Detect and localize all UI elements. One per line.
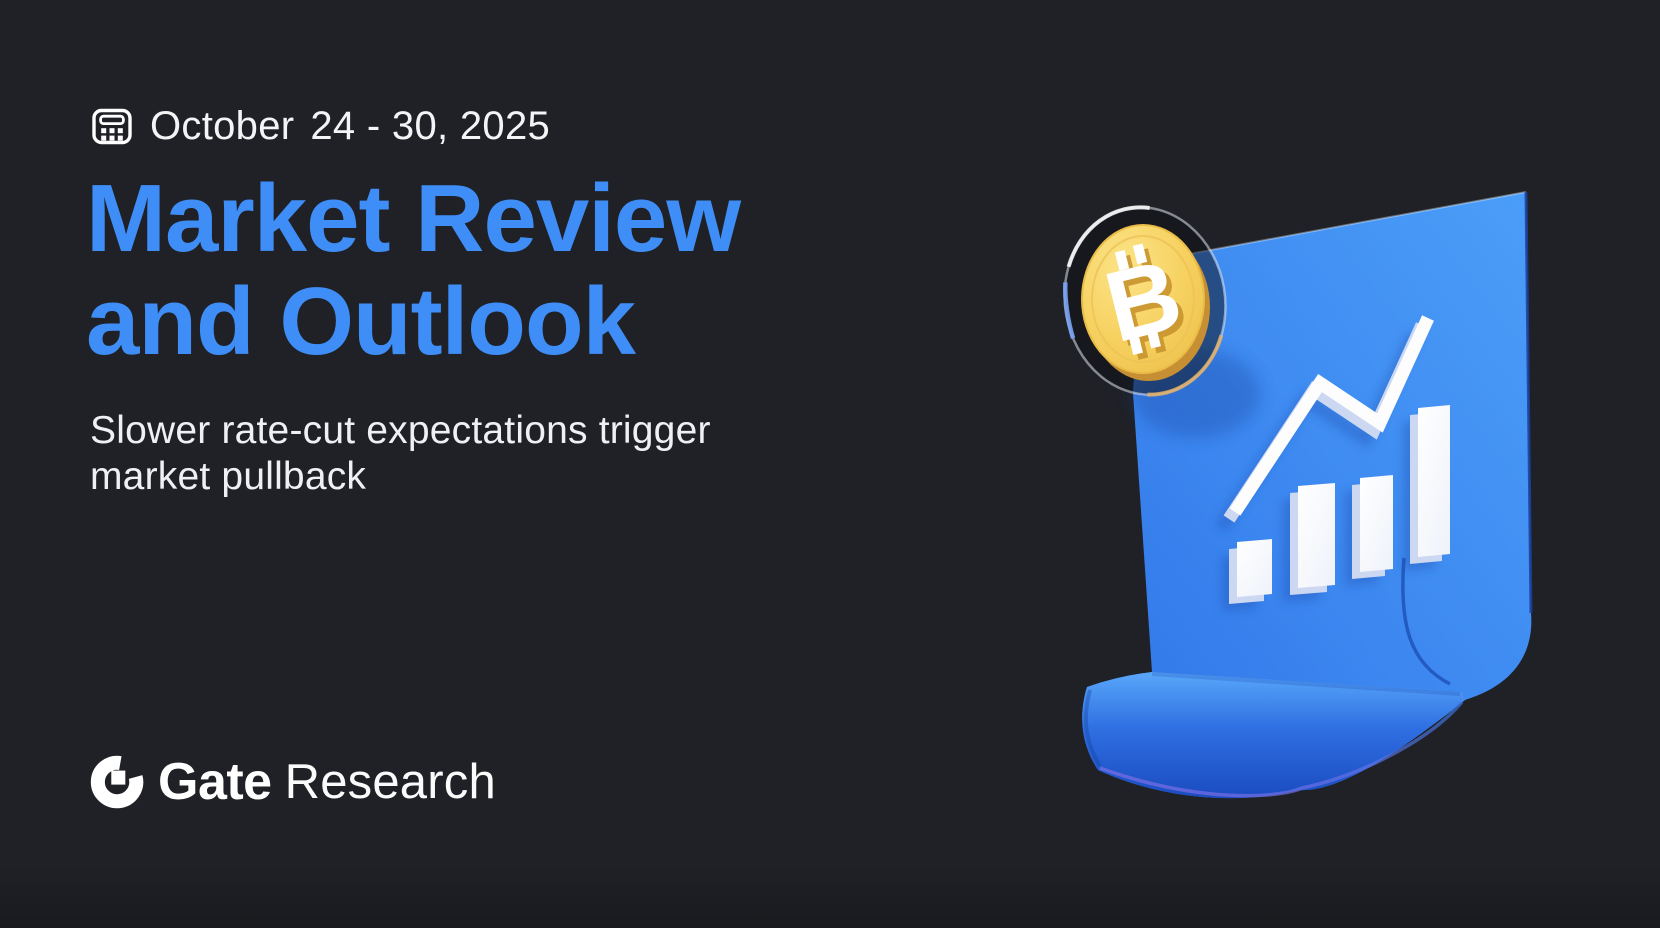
title-line-1: Market Review xyxy=(86,165,741,272)
date-range: October 24 - 30, 2025 xyxy=(150,104,550,149)
brand-product: Research xyxy=(284,755,496,809)
subtitle-line-1: Slower rate-cut expectations trigger xyxy=(90,409,711,452)
brand-name: Gate xyxy=(158,753,272,811)
date-badge: October 24 - 30, 2025 xyxy=(92,104,550,149)
line-chart-icon xyxy=(1215,315,1434,532)
gate-logo-icon xyxy=(90,755,144,809)
bar-2 xyxy=(1298,483,1335,588)
hero-illustration: B xyxy=(1000,168,1580,818)
date-days: 24 - 30, 2025 xyxy=(310,104,551,148)
bar-3 xyxy=(1360,475,1393,572)
calendar-icon xyxy=(92,108,132,145)
bar-4 xyxy=(1418,405,1450,557)
bar-chart-icon xyxy=(1222,405,1450,611)
subtitle-line-2: market pullback xyxy=(90,455,367,499)
bitcoin-coin-icon xyxy=(1063,205,1227,397)
crypto-report-illustration: B xyxy=(1063,191,1533,799)
page-title: Market Review and Outlook xyxy=(86,165,741,375)
bar-1 xyxy=(1237,539,1272,597)
title-line-2: and Outlook xyxy=(86,267,636,375)
page-subtitle: Slower rate-cut expectations trigger mar… xyxy=(90,408,711,500)
date-month: October xyxy=(150,104,295,148)
scroll-roll xyxy=(1082,557,1465,799)
brand-logo: Gate Research xyxy=(90,752,496,812)
